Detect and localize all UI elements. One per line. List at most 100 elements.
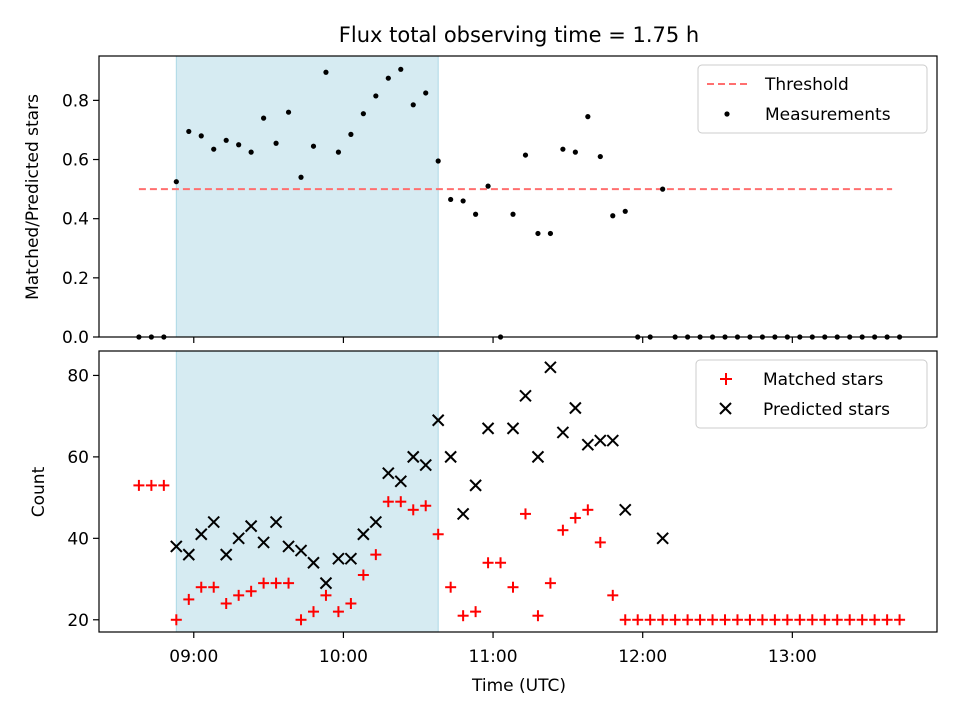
matched-star-point	[881, 614, 893, 626]
predicted-star-point	[506, 422, 520, 435]
matched-star-point	[806, 614, 818, 626]
measurement-point	[585, 114, 591, 120]
predicted-star-point	[319, 576, 333, 590]
matched-star-point	[856, 614, 868, 626]
measurement-point	[323, 69, 329, 75]
matched-star-point	[395, 496, 407, 508]
matched-star-point	[607, 589, 619, 601]
panel-top: 0.00.20.40.60.8 Matched/Predicted stars …	[23, 55, 938, 348]
legend-measurements-label: Measurements	[765, 105, 891, 125]
predicted-star-point	[232, 532, 245, 545]
matched-star-point	[781, 614, 793, 626]
matched-star-point	[731, 614, 743, 626]
predicted-star-point	[394, 475, 407, 488]
measurement-point	[560, 146, 566, 152]
bottom-y-ticks: 20 40 60 80	[67, 366, 99, 631]
bottom-y-tick-label: 60	[67, 448, 89, 468]
legend-predicted-swatch	[719, 402, 732, 415]
matched-star-point	[307, 606, 319, 618]
predicted-star-point	[481, 422, 495, 435]
measurement-point	[448, 196, 454, 203]
measurement-point	[261, 115, 267, 121]
matched-star-point	[170, 614, 182, 626]
predicted-star-point	[369, 515, 383, 529]
legend-threshold-label: Threshold	[764, 75, 849, 95]
matched-star-point	[694, 614, 706, 626]
x-tick-label: 11:00	[469, 647, 518, 667]
matched-star-point	[532, 610, 544, 622]
measurement-point	[522, 152, 529, 158]
matched-star-point	[507, 581, 519, 593]
matched-star-point	[619, 614, 631, 626]
matched-star-point	[183, 593, 195, 605]
matched-star-point	[769, 614, 781, 626]
matched-star-point	[445, 581, 457, 593]
measurement-point	[273, 140, 279, 146]
matched-star-point	[357, 569, 369, 581]
bottom-y-tick-label: 40	[67, 529, 89, 549]
measurement-point	[410, 102, 416, 108]
matched-star-point	[320, 589, 332, 601]
matched-star-point	[432, 528, 444, 540]
matched-star-point	[270, 577, 282, 589]
legend-matched-swatch	[720, 373, 732, 385]
matched-star-point	[794, 614, 806, 626]
matched-star-point	[370, 549, 382, 561]
observing-window-bottom	[175, 350, 439, 633]
panel-bottom-marks	[133, 361, 906, 626]
matched-star-point	[233, 589, 245, 601]
measurement-point	[423, 90, 429, 96]
predicted-star-point	[344, 552, 358, 565]
matched-star-point	[245, 585, 257, 597]
matched-star-point	[133, 479, 145, 491]
predicted-star-point	[207, 515, 220, 529]
matched-star-point	[669, 614, 681, 626]
legend-predicted-label: Predicted stars	[763, 400, 890, 420]
measurement-point	[398, 66, 404, 72]
matched-star-point	[719, 614, 731, 626]
bottom-legend-box	[695, 359, 928, 429]
matched-star-point	[220, 597, 232, 609]
top-y-tick-label: 0.2	[62, 269, 89, 289]
matched-star-point	[582, 504, 594, 516]
measurement-point	[248, 149, 254, 155]
predicted-star-point	[307, 556, 320, 569]
matched-star-point	[632, 614, 644, 626]
x-tick-label: 13:00	[768, 647, 817, 667]
predicted-star-point	[594, 434, 607, 447]
matched-star-point	[707, 614, 719, 626]
bottom-x-ticks: 09:00 10:00 11:00 12:00 13:00	[169, 632, 817, 667]
x-tick-label: 12:00	[618, 647, 667, 667]
bottom-y-axis-label: Count	[29, 466, 49, 517]
matched-star-point	[495, 557, 507, 569]
panel-top-marks	[136, 66, 903, 340]
matched-star-point	[657, 614, 669, 626]
legend-measurements-swatch	[724, 111, 730, 117]
matched-star-point	[819, 614, 831, 626]
measurement-point	[510, 211, 516, 217]
matched-star-point	[332, 606, 344, 618]
matched-star-point	[158, 479, 170, 491]
chart-title: Flux total observing time = 1.75 h	[339, 23, 699, 47]
predicted-star-point	[556, 426, 570, 439]
measurement-point	[385, 75, 391, 81]
predicted-star-point	[357, 528, 370, 541]
matched-star-point	[744, 614, 756, 626]
measurement-point	[535, 230, 541, 237]
panel-bottom: 20 40 60 80 09:00 10:00 11:00 12:00 13:00 Count…	[29, 350, 938, 696]
legend-matched-label: Matched stars	[763, 370, 883, 390]
predicted-star-point	[294, 544, 308, 557]
measurement-point	[173, 179, 179, 185]
measurement-point	[610, 213, 616, 219]
measurement-point	[310, 143, 317, 149]
matched-star-point	[195, 581, 207, 593]
matched-star-point	[544, 577, 556, 589]
top-legend: Threshold Measurements	[697, 64, 928, 134]
matched-star-point	[519, 508, 531, 520]
predicted-star-point	[382, 466, 395, 480]
x-tick-label: 10:00	[319, 647, 368, 667]
measurement-point	[485, 183, 491, 189]
matched-star-point	[382, 496, 394, 508]
predicted-star-point	[332, 552, 345, 565]
top-legend-box	[697, 64, 928, 134]
